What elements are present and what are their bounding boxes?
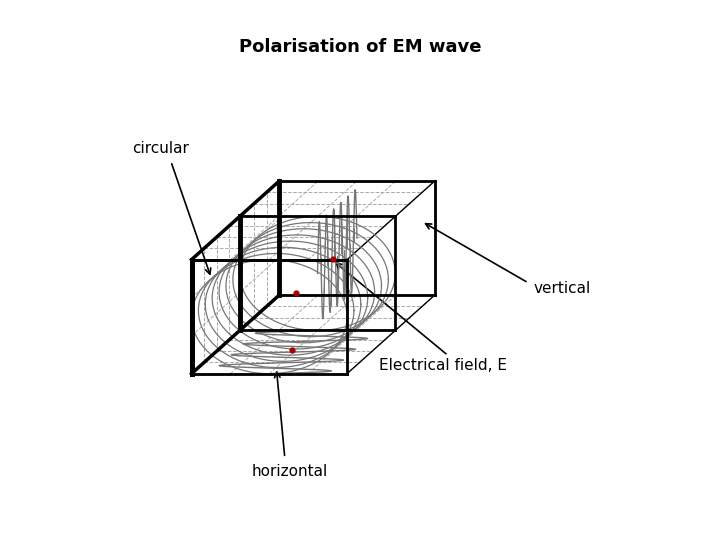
Text: vertical: vertical — [534, 281, 591, 295]
Text: circular: circular — [132, 141, 189, 156]
Text: Polarisation of EM wave: Polarisation of EM wave — [239, 38, 481, 56]
Text: horizontal: horizontal — [252, 464, 328, 478]
Text: Electrical field, E: Electrical field, E — [379, 359, 507, 373]
